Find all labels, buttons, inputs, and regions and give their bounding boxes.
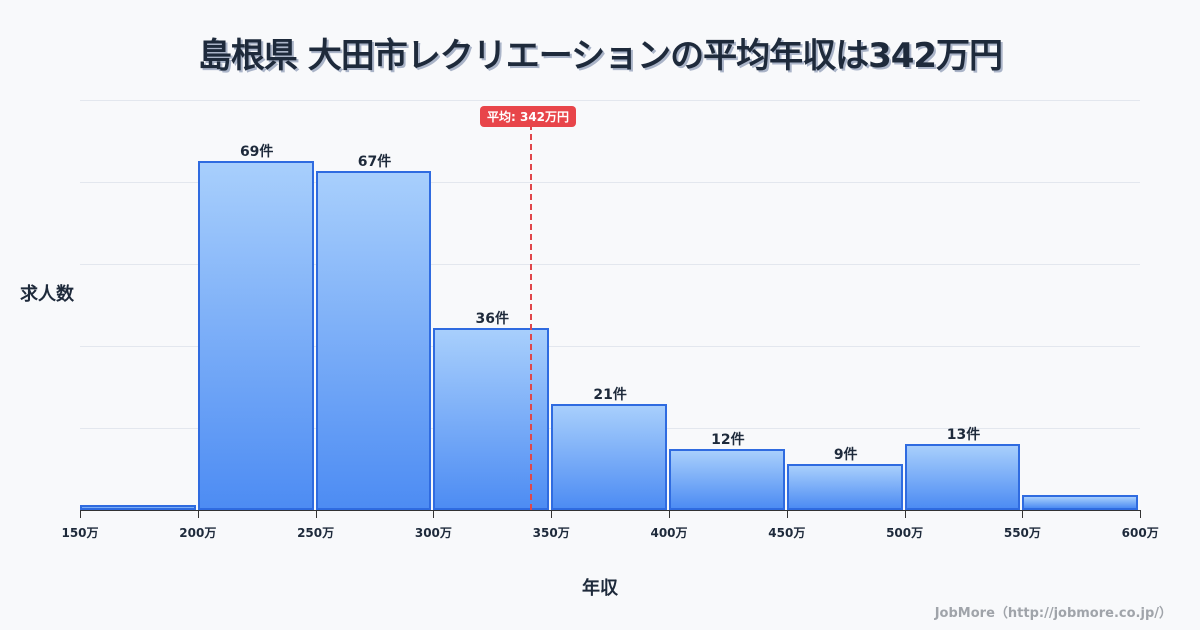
x-tick — [315, 510, 317, 518]
histogram-bar — [1022, 494, 1139, 510]
chart-title: 島根県 大田市レクリエーションの平均年収は342万円 — [197, 36, 1003, 76]
gridline — [80, 182, 1140, 183]
gridline — [80, 346, 1140, 347]
histogram-bar — [551, 403, 667, 510]
x-tick-label: 200万 — [179, 526, 217, 540]
histogram-bar — [669, 449, 785, 510]
histogram-bar — [315, 170, 432, 510]
x-tick — [433, 510, 435, 518]
bar-value-label: 36件 — [475, 310, 510, 327]
x-tick — [669, 510, 670, 518]
footer-credit: JobMore（http://jobmore.co.jp/） — [934, 606, 1172, 621]
mean-badge: 平均: 342万円 — [480, 106, 577, 127]
x-tick-label: 250万 — [297, 526, 335, 540]
x-tick — [551, 510, 553, 518]
x-tick-label: 600万 — [1121, 526, 1159, 540]
x-tick — [1022, 510, 1024, 518]
x-tick — [197, 510, 199, 518]
bar-value-label: 9件 — [833, 447, 858, 464]
x-tick — [1140, 510, 1142, 518]
bar-value-label: 12件 — [711, 432, 745, 449]
x-tick — [904, 510, 906, 518]
x-tick-label: 500万 — [886, 526, 924, 540]
x-tick-label: 400万 — [650, 526, 688, 540]
x-axis — [80, 510, 1140, 511]
histogram-bar — [786, 464, 903, 510]
gridline — [80, 264, 1140, 265]
bar-value-label: 69件 — [239, 143, 274, 160]
x-tick — [786, 510, 788, 518]
bar-value-label: 67件 — [357, 153, 392, 170]
histogram-bar — [80, 504, 196, 510]
histogram-bar — [197, 160, 314, 510]
x-tick-label: 550万 — [1003, 526, 1041, 540]
x-tick — [80, 510, 81, 518]
bar-value-label: 13件 — [946, 427, 981, 444]
histogram-bar — [433, 327, 550, 510]
bar-value-label: 21件 — [593, 386, 627, 403]
mean-line — [530, 124, 532, 510]
x-tick-label: 450万 — [768, 526, 806, 540]
histogram-bar — [904, 444, 1021, 510]
x-tick-label: 150万 — [61, 526, 99, 540]
y-axis-label: 求人数 — [20, 284, 74, 305]
x-axis-label: 年収 — [582, 578, 618, 599]
gridline — [80, 100, 1140, 101]
x-tick-label: 350万 — [532, 526, 570, 540]
x-tick-label: 300万 — [414, 526, 452, 540]
